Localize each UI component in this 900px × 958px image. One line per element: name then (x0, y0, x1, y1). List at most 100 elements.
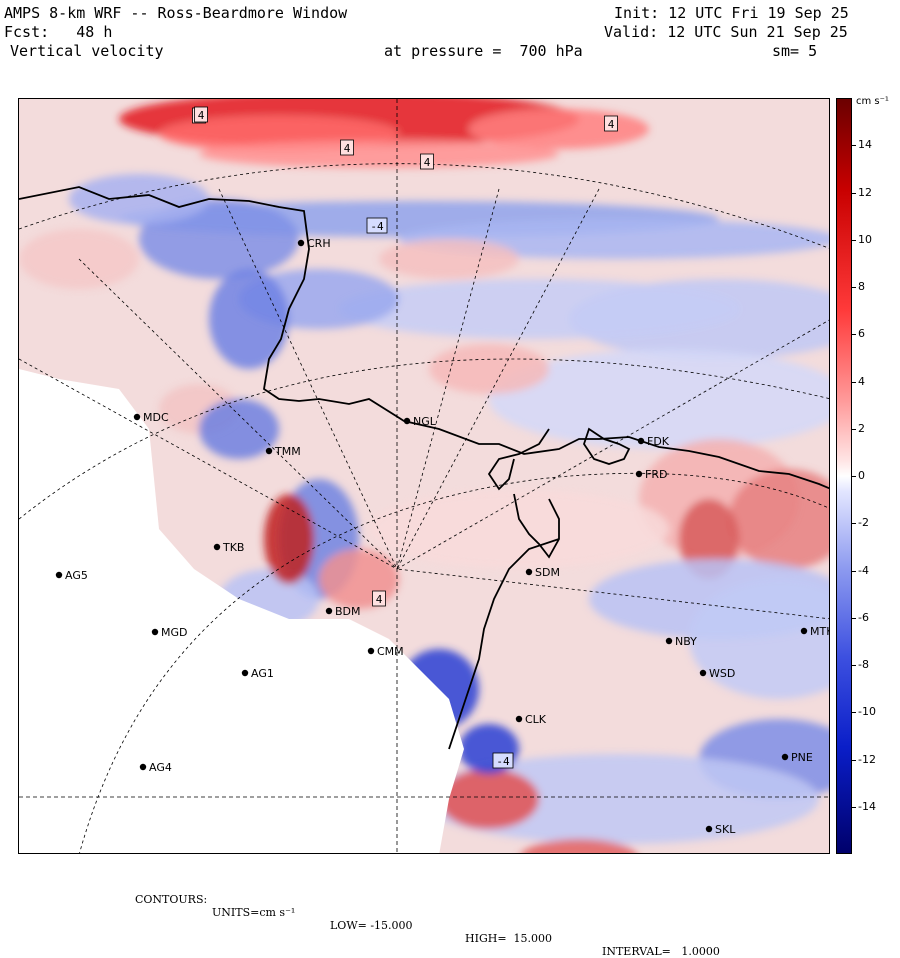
station-label: AG4 (149, 761, 172, 774)
footer-units: UNITS=cm s⁻¹ (212, 906, 296, 919)
colorbar-tick-label: 14 (858, 138, 872, 152)
colorbar-tick (852, 806, 856, 808)
colorbar-tick-label: 0 (858, 469, 865, 482)
station-label: CMM (377, 645, 404, 658)
station-label: NBY (675, 635, 697, 648)
station-marker (800, 627, 808, 635)
colorbar-tick (852, 381, 856, 383)
colorbar-tick (852, 712, 856, 714)
colorbar-units: cm s⁻¹ (856, 96, 889, 107)
contour-labels: 44444-4-44 (192, 106, 618, 769)
colorbar-tick-label: -6 (858, 610, 869, 624)
footer-low: LOW= -15.000 (330, 919, 413, 932)
station-label: WSD (709, 667, 735, 680)
station-marker (297, 239, 305, 247)
colorbar-tick-label: -10 (858, 705, 876, 719)
station-label: NGL (413, 415, 437, 428)
station-marker (699, 669, 707, 677)
field-blob (264, 494, 314, 584)
contour-label-box (372, 590, 386, 607)
field-blob (429, 344, 549, 394)
map-canvas: CRH MDC NGL FDK FRD TMM AG5 TKB SDM MGD BDM NBY MTK A… (19, 99, 829, 853)
velocity-field (19, 99, 829, 853)
colorbar (836, 98, 852, 854)
init-time: Init: 12 UTC Fri 19 Sep 25 (614, 4, 849, 22)
contour-label: 4 (376, 593, 383, 606)
station-marker (637, 437, 645, 445)
valid-time: Valid: 12 UTC Sun 21 Sep 25 (604, 23, 848, 41)
field-blob (339, 279, 739, 339)
colorbar-tick (852, 617, 856, 619)
station-marker (525, 568, 533, 576)
footer-interval: INTERVAL= 1.0000 (602, 945, 720, 958)
station-marker (635, 470, 643, 478)
station-marker (325, 607, 333, 615)
colorbar-tick (852, 759, 856, 761)
station-marker (241, 669, 249, 677)
station-label: CLK (525, 713, 547, 726)
station-marker (133, 413, 141, 421)
field-blob (369, 489, 669, 569)
station-label: TKB (222, 541, 244, 554)
station-marker (265, 447, 273, 455)
station-label: BDM (335, 605, 361, 618)
station-marker (781, 753, 789, 761)
contour-label-box (194, 106, 208, 123)
station-label: MDC (143, 411, 169, 424)
colorbar-tick (852, 145, 856, 147)
field-blob (521, 839, 637, 853)
station-marker (55, 571, 63, 579)
field-blob (209, 269, 289, 369)
field-blob (469, 109, 649, 149)
colorbar-tick-label: -4 (858, 563, 869, 577)
colorbar-tick-label: 4 (858, 374, 865, 388)
field-blob (69, 174, 209, 224)
contour-label: 4 (424, 156, 431, 169)
station-label: SKL (715, 823, 736, 836)
contour-label: 4 (344, 142, 351, 155)
footer-high: HIGH= 15.000 (465, 932, 553, 945)
station-marker (403, 417, 411, 425)
field-blob (689, 579, 829, 699)
colorbar-tick (852, 428, 856, 430)
station-marker (213, 543, 221, 551)
station-label: TMM (274, 445, 301, 458)
field-blob (439, 769, 539, 829)
colorbar-tick (852, 476, 856, 477)
contour-label: 4 (198, 109, 205, 122)
station-label: FDK (647, 435, 670, 448)
field-name: Vertical velocity (10, 42, 164, 60)
colorbar-tick-label: 6 (858, 327, 865, 341)
colorbar-tick-label: -14 (858, 799, 876, 813)
pressure-level: at pressure = 700 hPa (384, 42, 583, 60)
station-marker (367, 647, 375, 655)
forecast-hour: Fcst: 48 h (4, 23, 113, 41)
contour-label: -4 (370, 220, 384, 233)
station-label: FRD (645, 468, 667, 481)
field-blob (199, 399, 279, 459)
colorbar-tick (852, 570, 856, 572)
station-marker (139, 763, 147, 771)
vertical-velocity-map: CRH MDC NGL FDK FRD TMM AG5 TKB SDM MGD BDM NBY MTK A… (18, 98, 830, 854)
station-label: AG5 (65, 569, 88, 582)
colorbar-tick-label: -8 (858, 658, 869, 671)
colorbar-tick (852, 334, 856, 336)
colorbar-tick (852, 287, 856, 288)
contour-label-box (492, 752, 514, 769)
colorbar-tick-label: 12 (858, 185, 872, 199)
field-blob (199, 140, 559, 168)
colorbar-tick-label: 2 (858, 421, 865, 435)
smoothing: sm= 5 (772, 42, 818, 60)
station-marker (151, 628, 159, 636)
station-label: AG1 (251, 667, 274, 680)
field-blob (319, 549, 399, 609)
colorbar-tick (852, 239, 856, 241)
contour-label-box (604, 115, 618, 132)
colorbar-tick-label: 10 (858, 232, 872, 246)
contour-label: 4 (608, 118, 615, 131)
station-label: SDM (535, 566, 560, 579)
no-data-region (19, 369, 464, 853)
station-marker (515, 715, 523, 723)
station-label: CRH (307, 237, 331, 250)
colorbar-tick (852, 523, 856, 525)
